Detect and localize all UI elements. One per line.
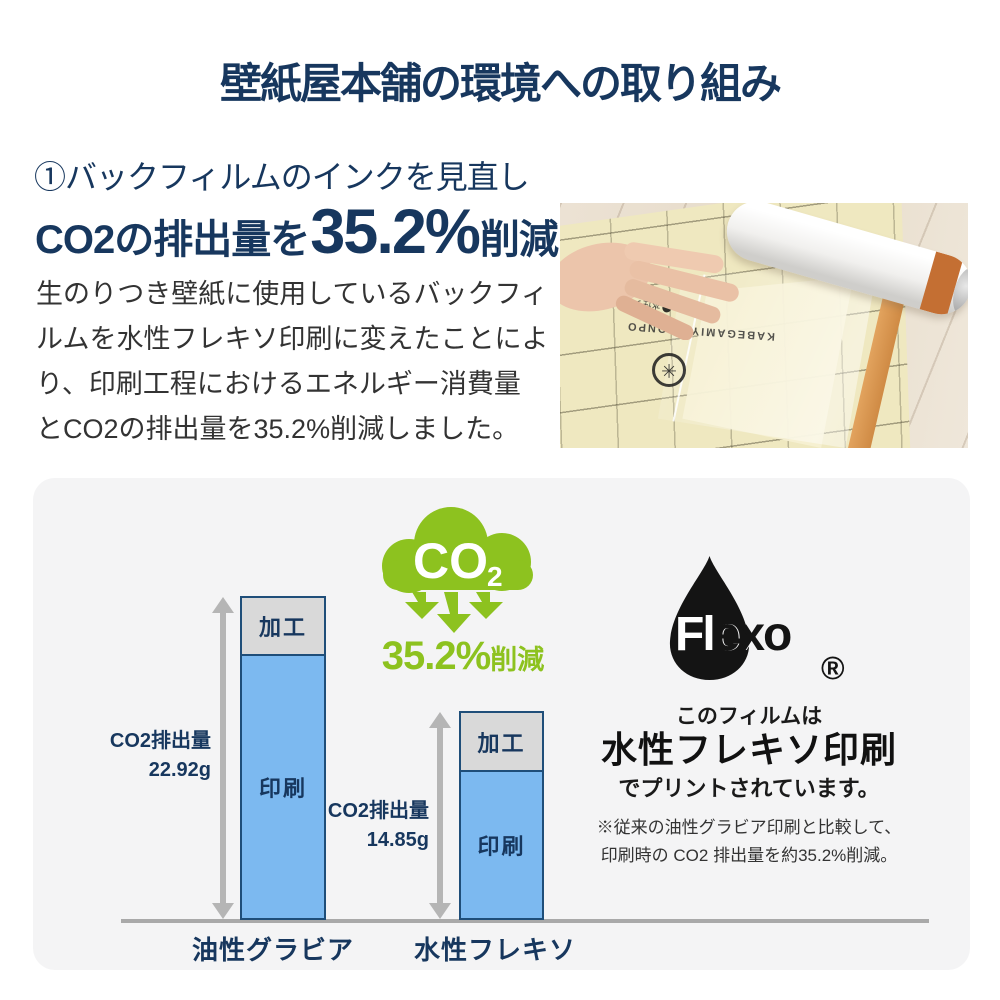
film-statement-line2: 水性フレキソ印刷 (600, 729, 897, 770)
category-label-flexo: 水性フレキソ (413, 935, 576, 965)
co2-reduction-headline: CO2の排出量を 35.2% 削減 (35, 196, 559, 268)
emblem-glyph: ✳ (661, 359, 677, 381)
hand-icon (560, 242, 739, 340)
registered-trademark-mark: ® (821, 650, 845, 686)
footnote-line1: ※従来の油性グラビア印刷と比較して、 (596, 818, 902, 837)
arrow-shaft (220, 610, 226, 906)
down-arrow-icon (469, 592, 503, 619)
value-label-amount: 14.85g (366, 829, 429, 851)
flexo-logo: Flexo (675, 608, 793, 661)
flexo-logo-black-part: exo (713, 608, 793, 661)
down-arrow-icon (405, 592, 439, 619)
co2-range-arrow-gravure (212, 597, 234, 919)
flexo-drop-icon (669, 556, 750, 680)
down-arrow-icon (437, 592, 471, 633)
cloud-gas-subscript: 2 (487, 561, 503, 592)
bar-segment-printing: 印刷 (240, 656, 326, 920)
reduction-suffix: 削減 (490, 645, 545, 675)
co2-range-arrow-flexo (429, 712, 451, 919)
bar-segment-processing: 加工 (459, 711, 544, 772)
chart-baseline (121, 919, 929, 923)
film-statement-line3: でプリントされています。 (618, 776, 880, 801)
bar-value-label-gravure: CO2排出量 22.92g (61, 727, 211, 785)
flexo-logo-white-part: Fl (675, 608, 716, 661)
co2-headline-prefix: CO2の排出量を (35, 218, 310, 262)
category-label-gravure: 油性グラビア (191, 935, 354, 965)
comparison-panel: 加工 印刷 CO2排出量 22.92g 油性グラビア 加工 印刷 CO2排出量 … (33, 478, 970, 970)
film-statement-line1: このフィルムは (675, 705, 823, 728)
value-label-title: CO2排出量 (109, 730, 211, 752)
cloud-gas-label: CO (413, 533, 488, 589)
brand-emblem-icon: ✳ (652, 353, 686, 387)
page-title: 壁紙屋本舗の環境への取り組み (219, 60, 782, 107)
step-heading: ①バックフィルムのインクを見直し (34, 159, 530, 195)
bar-value-label-flexo: CO2排出量 14.85g (279, 797, 429, 855)
value-label-title: CO2排出量 (327, 800, 429, 822)
bar-suisei-flexo: 加工 印刷 (459, 711, 544, 920)
reduction-callout: 35.2% 削減 (351, 634, 575, 679)
footnote-line2: 印刷時の CO2 排出量を約35.2%削減。 (600, 846, 898, 865)
bar-segment-printing: 印刷 (459, 772, 544, 920)
bar-yusei-gravure: 加工 印刷 (240, 596, 326, 920)
arrow-shaft (437, 725, 443, 906)
value-label-amount: 22.92g (148, 759, 211, 781)
co2-headline-suffix: 削減 (479, 218, 559, 262)
product-photo: ✳ KABEGAMIYA HONPO 水性フレキソ® (560, 203, 968, 448)
intro-paragraph: 生のりつき壁紙に使用しているバックフィ ルムを水性フレキソ印刷に変えたことによ … (36, 279, 549, 444)
bar-segment-processing: 加工 (240, 596, 326, 656)
reduction-percentage: 35.2% (381, 634, 491, 678)
co2-cloud-icon: CO 2 (382, 507, 533, 633)
co2-headline-percentage: 35.2% (310, 197, 481, 267)
